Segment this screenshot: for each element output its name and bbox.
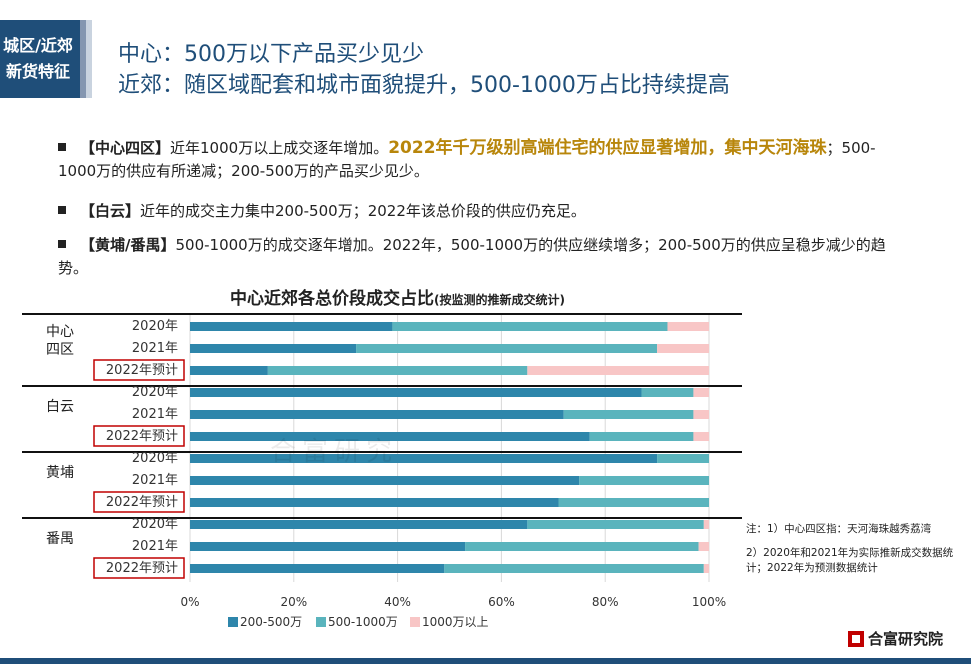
bar-segment (703, 564, 709, 573)
chart-title-text: 中心近郊各总价段成交占比 (230, 289, 434, 309)
logo-mark-icon (848, 630, 864, 647)
row-label: 2021年 (132, 341, 178, 356)
bar-segment (667, 322, 709, 331)
tag-stripe-dark (80, 20, 86, 98)
chart-subtitle: (按监测的推新成交统计) (434, 293, 565, 307)
bar-segment (657, 454, 709, 463)
bar-segment (444, 564, 704, 573)
bar-segment (579, 476, 709, 485)
bullet-square-icon (58, 240, 66, 248)
chart-notes: 注：1）中心四区指：天河海珠越秀荔湾 2）2020年和2021年为实际推新成交数… (746, 522, 966, 585)
bar-segment (527, 520, 704, 529)
x-tick-label: 40% (384, 595, 411, 609)
headline-2: 近郊：随区域配套和城市面貌提升，500-1000万占比持续提高 (118, 73, 730, 98)
bar-segment (589, 432, 694, 441)
group-label: 四区 (46, 342, 74, 358)
watermark: 合富研究 (270, 437, 398, 467)
x-tick-label: 60% (488, 595, 515, 609)
bar-segment (190, 454, 658, 463)
bar-segment (190, 322, 393, 331)
legend-swatch (316, 617, 326, 627)
bar-segment (698, 542, 709, 551)
bullet-1-highlight: 2022年千万级别高端住宅的供应显著增加，集中天河海珠 (388, 138, 827, 158)
legend-swatch (410, 617, 420, 627)
bullet-2: 【白云】近年的成交主力集中200-500万；2022年该总价段的供应仍充足。 (58, 200, 888, 223)
row-label: 2022年预计 (106, 561, 178, 576)
bar-segment (558, 498, 709, 507)
tag-stripe-light (86, 20, 92, 98)
legend-label: 1000万以上 (422, 615, 489, 629)
row-label: 2020年 (132, 319, 178, 334)
row-label-box (93, 425, 185, 447)
bar-segment (465, 542, 699, 551)
bar-segment (190, 520, 528, 529)
bar-segment (641, 388, 694, 397)
row-label: 2020年 (132, 517, 178, 532)
bar-segment (190, 498, 559, 507)
bar-segment (190, 542, 466, 551)
bullet-1-rest: ；500-1000万的供应有所递减；200-500万的产品买少见少。 (58, 139, 876, 180)
bullet-2-text: 近年的成交主力集中200-500万；2022年该总价段的供应仍充足。 (140, 202, 586, 220)
bar-segment (190, 476, 580, 485)
bullet-3-key: 【黄埔/番禺】 (80, 236, 176, 254)
bar-segment (693, 410, 709, 419)
chart-title: 中心近郊各总价段成交占比(按监测的推新成交统计) (230, 284, 565, 309)
row-label: 2021年 (132, 407, 178, 422)
bar-segment (190, 366, 268, 375)
group-label: 中心 (46, 324, 74, 340)
x-tick-label: 80% (592, 595, 619, 609)
bar-segment (657, 344, 709, 353)
bullet-square-icon (58, 143, 66, 151)
group-label: 黄埔 (46, 464, 74, 481)
company-logo: 合富研究院 (848, 628, 943, 649)
bar-segment (703, 520, 709, 529)
section-tag-line2: 新货特征 (5, 62, 70, 81)
x-tick-label: 0% (180, 595, 199, 609)
bullet-1: 【中心四区】近年1000万以上成交逐年增加。2022年千万级别高端住宅的供应显著… (58, 137, 888, 183)
row-label: 2022年预计 (106, 363, 178, 378)
bar-segment (563, 410, 694, 419)
row-label: 2021年 (132, 473, 178, 488)
group-label: 番禺 (46, 531, 74, 547)
bar-segment (190, 410, 564, 419)
bar-segment (267, 366, 528, 375)
row-label-box (93, 359, 185, 381)
bar-segment (190, 564, 445, 573)
x-tick-label: 100% (692, 595, 726, 609)
group-label: 白云 (46, 399, 74, 415)
bullet-2-key: 【白云】 (80, 202, 141, 220)
legend-label: 200-500万 (240, 615, 302, 629)
bar-segment (693, 432, 709, 441)
bar-segment (392, 322, 668, 331)
row-label: 2020年 (132, 385, 178, 400)
bar-segment (693, 388, 709, 397)
bullet-3-text: 500-1000万的成交逐年增加。2022年，500-1000万的供应继续增多；… (58, 236, 886, 277)
bar-segment (190, 344, 357, 353)
headline-1: 中心：500万以下产品买少见少 (118, 42, 424, 67)
row-label: 2021年 (132, 539, 178, 554)
row-label-box (93, 491, 185, 513)
section-tag: 城区/近郊 新货特征 (0, 20, 80, 98)
bar-segment (527, 366, 709, 375)
bullet-square-icon (58, 206, 66, 214)
row-label: 2022年预计 (106, 495, 178, 510)
logo-text: 合富研究院 (868, 630, 944, 648)
legend-label: 500-1000万 (328, 615, 398, 629)
note-1: 注：1）中心四区指：天河海珠越秀荔湾 (746, 523, 932, 535)
bullet-1-key: 【中心四区】 (80, 139, 171, 157)
bullet-3: 【黄埔/番禺】500-1000万的成交逐年增加。2022年，500-1000万的… (58, 234, 888, 280)
bar-segment (356, 344, 658, 353)
row-label: 2022年预计 (106, 429, 178, 444)
stacked-bar-chart: 中心四区2020年2021年2022年预计白云2020年2021年2022年预计… (22, 313, 742, 629)
bullet-1-text: 近年1000万以上成交逐年增加。 (170, 139, 389, 157)
note-2: 2）2020年和2021年为实际推新成交数据统计；2022年为预测数据统计 (746, 547, 954, 574)
bar-segment (190, 388, 642, 397)
legend-swatch (228, 617, 238, 627)
row-label-box (93, 557, 185, 579)
bottom-bar (0, 658, 971, 664)
bar-segment (190, 432, 590, 441)
x-tick-label: 20% (280, 595, 307, 609)
section-tag-line1: 城区/近郊 (3, 36, 73, 55)
row-label: 2020年 (132, 451, 178, 466)
